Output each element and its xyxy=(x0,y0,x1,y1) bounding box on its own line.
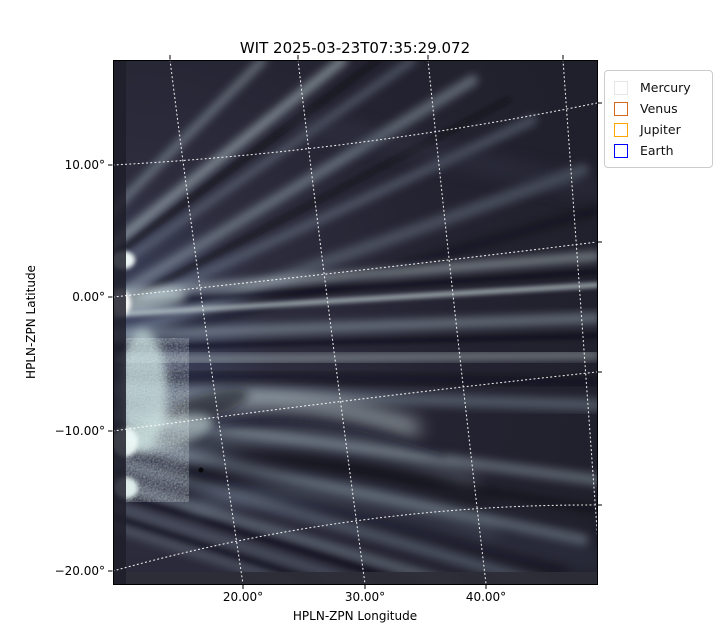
legend-label: Mercury xyxy=(640,79,691,95)
grain-texture xyxy=(125,338,189,502)
earth-marker-icon xyxy=(614,143,628,158)
x-axis-label: HPLN-ZPN Longitude xyxy=(292,609,418,623)
legend-label: Jupiter xyxy=(640,121,681,137)
dark-speck xyxy=(198,467,204,473)
x-tick-label: 40.00° xyxy=(465,590,507,604)
figure-title: WIT 2025-03-23T07:35:29.072 xyxy=(239,39,471,57)
y-tick-label: −10.00° xyxy=(54,424,105,438)
legend-item-venus: Venus xyxy=(614,98,706,119)
legend-item-jupiter: Jupiter xyxy=(614,119,706,140)
legend-label: Venus xyxy=(640,100,678,116)
legend: Mercury Venus Jupiter Earth xyxy=(604,70,713,168)
y-tick-label: −20.00° xyxy=(54,564,105,578)
legend-label: Earth xyxy=(640,142,674,158)
y-axis-label: HPLN-ZPN Latitude xyxy=(24,265,38,379)
axes-spines xyxy=(113,60,598,585)
y-tick-label: 0.00° xyxy=(72,290,105,304)
venus-marker-icon xyxy=(614,101,628,116)
legend-item-mercury: Mercury xyxy=(614,77,706,98)
y-tick-label: 10.00° xyxy=(64,158,105,172)
jupiter-marker-icon xyxy=(614,122,628,137)
x-tick-label: 20.00° xyxy=(222,590,264,604)
tick-marks xyxy=(108,55,602,589)
mercury-marker-icon xyxy=(614,80,628,95)
legend-item-earth: Earth xyxy=(614,140,706,161)
x-tick-label: 30.00° xyxy=(344,590,386,604)
sky-image xyxy=(113,60,597,584)
coordinate-grid xyxy=(113,60,597,584)
